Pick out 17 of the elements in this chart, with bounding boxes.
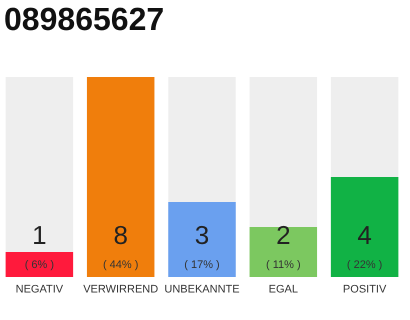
chart-title: 089865627 <box>4 1 164 37</box>
annotation: ( 11% ) <box>266 259 301 271</box>
data-label: 4 <box>357 220 372 250</box>
data-label: 8 <box>113 220 128 250</box>
data-label: 1 <box>32 220 47 250</box>
x-tick-label: EGAL <box>268 284 298 296</box>
bar <box>6 252 74 277</box>
annotation: ( 22% ) <box>346 259 382 271</box>
x-tick-label: UNBEKANNTE <box>164 284 240 296</box>
annotation: ( 6% ) <box>24 259 54 271</box>
x-tick-label: POSITIV <box>342 284 387 296</box>
annotation: ( 44% ) <box>102 259 138 271</box>
data-label: 2 <box>276 220 291 250</box>
x-tick-label: VERWIRREND <box>83 284 158 296</box>
x-tick-label: NEGATIV <box>16 284 64 296</box>
annotation: ( 17% ) <box>184 259 220 271</box>
data-label: 3 <box>194 220 210 250</box>
